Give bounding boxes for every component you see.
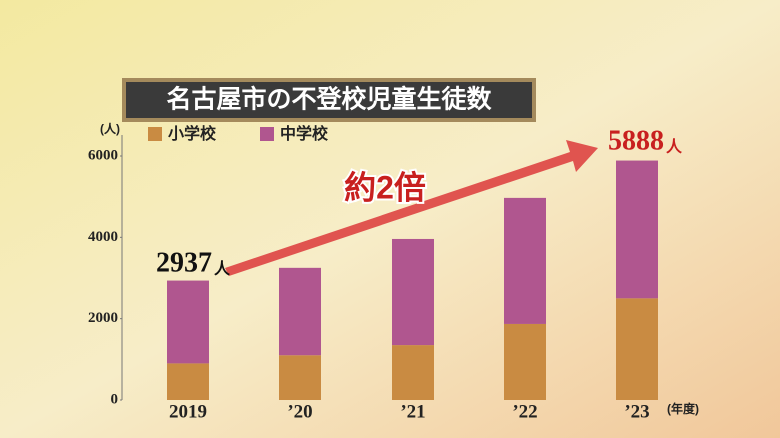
annotation-unit: 人 xyxy=(214,260,231,278)
annotation: 約2倍 xyxy=(344,169,426,205)
bar-segment xyxy=(392,238,434,346)
bar-segment xyxy=(504,323,546,400)
bar-segment xyxy=(167,363,209,400)
legend-label: 小学校 xyxy=(168,124,217,143)
bar-segment xyxy=(167,280,209,364)
annotation: 2937 xyxy=(156,247,212,278)
y-tick-label: 4000 xyxy=(88,229,118,245)
x-unit: (年度) xyxy=(667,401,699,416)
x-tick-label: ’21 xyxy=(400,401,425,422)
bar-segment xyxy=(504,197,546,324)
x-tick-label: ’23 xyxy=(624,401,649,422)
legend-label: 中学校 xyxy=(280,124,329,143)
x-tick-label: ’20 xyxy=(287,401,312,422)
y-tick-label: 0 xyxy=(111,391,119,407)
title-box xyxy=(122,78,536,122)
arrow xyxy=(225,140,598,276)
y-unit: (人) xyxy=(100,121,120,136)
bar-segment xyxy=(279,355,321,400)
bar-segment xyxy=(392,345,434,400)
legend-swatch xyxy=(148,127,162,141)
x-tick-label: 2019 xyxy=(169,401,207,422)
bar-segment xyxy=(616,160,658,299)
annotation-unit: 人 xyxy=(666,138,683,156)
bar-segment xyxy=(616,298,658,400)
legend-swatch xyxy=(260,127,274,141)
y-tick-label: 2000 xyxy=(88,310,118,326)
chart-title: 名古屋市の不登校児童生徒数 xyxy=(166,85,492,114)
annotation: 5888 xyxy=(608,125,664,156)
x-tick-label: ’22 xyxy=(512,401,537,422)
bar-segment xyxy=(279,267,321,356)
y-tick-label: 6000 xyxy=(88,147,118,163)
